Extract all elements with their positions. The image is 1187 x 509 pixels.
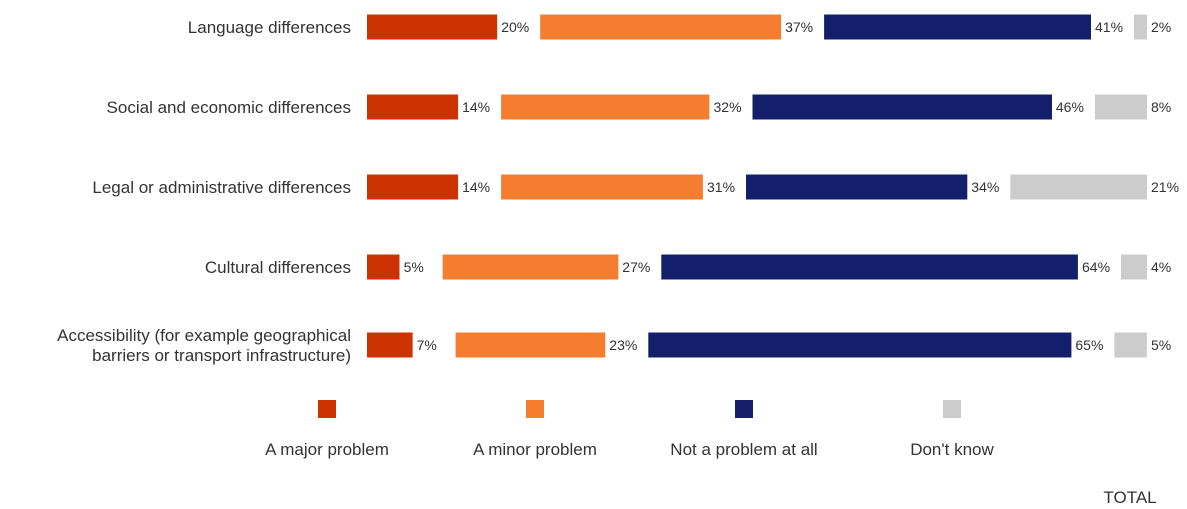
value-label: 5% [404,259,424,275]
value-label: 65% [1075,337,1103,353]
value-label: 27% [622,259,650,275]
category-label: Social and economic differences [107,98,351,117]
bar-segment [443,255,619,280]
bar-segment [456,333,606,358]
value-label: 64% [1082,259,1110,275]
legend: A major problem A minor problem Not a prob… [265,400,994,459]
bar-segment [648,333,1071,358]
bar-segment [501,175,703,200]
bar-segment [824,15,1091,40]
bar-segment [367,95,458,120]
bar-segment [746,175,967,200]
value-label: 2% [1151,19,1171,35]
bar-segment [540,15,781,40]
value-label: 4% [1151,259,1171,275]
legend-label: A minor problem [473,440,597,459]
value-label: 14% [462,99,490,115]
category-label: Legal or administrative differences [92,178,351,197]
legend-label: A major problem [265,440,389,459]
bar-segment [1134,15,1147,40]
bar-segment [661,255,1078,280]
legend-swatch [526,400,544,418]
value-label: 8% [1151,99,1171,115]
bar-segment [367,175,458,200]
legend-swatch [318,400,336,418]
value-label: 23% [609,337,637,353]
legend-label: Don't know [910,440,994,459]
value-label: 7% [417,337,437,353]
value-label: 5% [1151,337,1171,353]
bar-segment [1010,175,1147,200]
category-label: Accessibility (for example geographical [57,326,351,345]
value-label: 21% [1151,179,1179,195]
bar-segment [367,255,400,280]
bar-segment [1114,333,1147,358]
value-label: 20% [501,19,529,35]
category-label: Language differences [188,18,351,37]
category-label: barriers or transport infrastructure) [92,346,351,365]
bar-segment [1095,95,1147,120]
bar-segment [367,333,413,358]
bar-segment [753,95,1053,120]
value-label: 37% [785,19,813,35]
category-label: Cultural differences [205,258,351,277]
value-label: 41% [1095,19,1123,35]
value-label: 31% [707,179,735,195]
value-label: 14% [462,179,490,195]
value-label: 32% [714,99,742,115]
bar-segment [501,95,709,120]
bar-segment [367,15,497,40]
legend-label: Not a problem at all [670,440,817,459]
total-footer-label: TOTAL [1103,488,1156,507]
legend-swatch [943,400,961,418]
bar-segment [1121,255,1147,280]
legend-swatch [735,400,753,418]
value-label: 46% [1056,99,1084,115]
value-label: 34% [971,179,999,195]
